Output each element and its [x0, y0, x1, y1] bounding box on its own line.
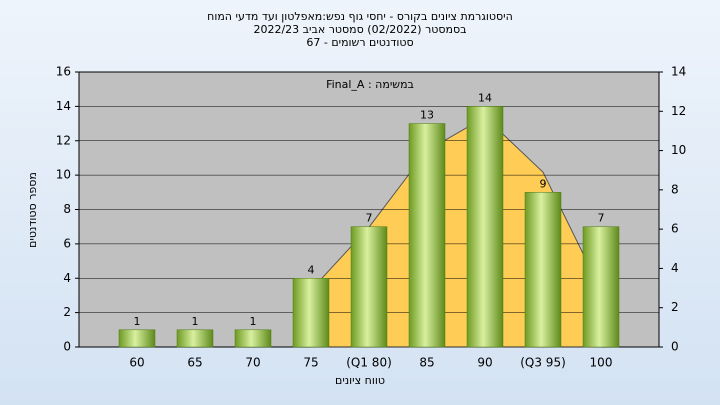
y-tick-label: 2	[63, 305, 71, 319]
value-label: 13	[420, 109, 434, 122]
bar	[524, 192, 562, 348]
y2-tick-label: 10	[671, 143, 686, 157]
value-label: 7	[366, 212, 373, 225]
bar	[234, 329, 272, 348]
y2-tick-label: 2	[671, 300, 679, 314]
bar	[292, 278, 330, 348]
y2-tick-label: 0	[671, 340, 679, 354]
y-axis-label: מספר סטודנטים	[26, 172, 39, 248]
chart-subtitle: בסמסטר (02/2022) סמסטר אביב 2022/23	[253, 23, 466, 36]
y-tick-label: 16	[56, 65, 71, 79]
chart-subtitle: סטודנטים רשומים - 67	[306, 36, 413, 49]
bar	[582, 226, 620, 348]
x-tick-label: (Q1 80)	[346, 356, 392, 370]
y-tick-label: 6	[63, 236, 71, 250]
x-tick-label: 65	[187, 356, 202, 370]
y-tick-label: 0	[63, 340, 71, 354]
y2-tick-label: 4	[671, 261, 679, 275]
y-tick-label: 14	[56, 99, 71, 113]
value-label: 1	[134, 315, 141, 328]
x-tick-label: 85	[419, 356, 434, 370]
y-tick-label: 8	[63, 202, 71, 216]
y-tick-label: 12	[56, 133, 71, 147]
y2-tick-label: 6	[671, 222, 679, 236]
y-tick-label: 10	[56, 168, 71, 182]
bar	[408, 123, 446, 348]
bar	[350, 226, 388, 348]
value-label: 14	[478, 91, 492, 104]
bar	[118, 329, 156, 348]
x-tick-label: 75	[303, 356, 318, 370]
y2-tick-label: 12	[671, 104, 686, 118]
bar	[176, 329, 214, 348]
y2-tick-label: 8	[671, 182, 679, 196]
value-label: 1	[250, 315, 257, 328]
value-label: 4	[308, 263, 315, 276]
x-tick-label: 90	[477, 356, 492, 370]
value-label: 1	[192, 315, 199, 328]
annotation: Final_A : במשימה	[326, 78, 414, 91]
y2-tick-label: 14	[671, 65, 686, 79]
chart-title: היסטוגרמת ציונים בקורס - יחסי גוף נפש:מא…	[207, 10, 513, 23]
bar	[466, 106, 504, 348]
value-label: 9	[540, 177, 547, 190]
x-tick-label: 70	[245, 356, 260, 370]
x-tick-label: 60	[129, 356, 144, 370]
y-tick-label: 4	[63, 271, 71, 285]
x-tick-label: 100	[590, 356, 613, 370]
x-axis-label: טווח ציונים	[335, 374, 385, 387]
value-label: 7	[598, 212, 605, 225]
x-tick-label: (Q3 95)	[520, 356, 566, 370]
